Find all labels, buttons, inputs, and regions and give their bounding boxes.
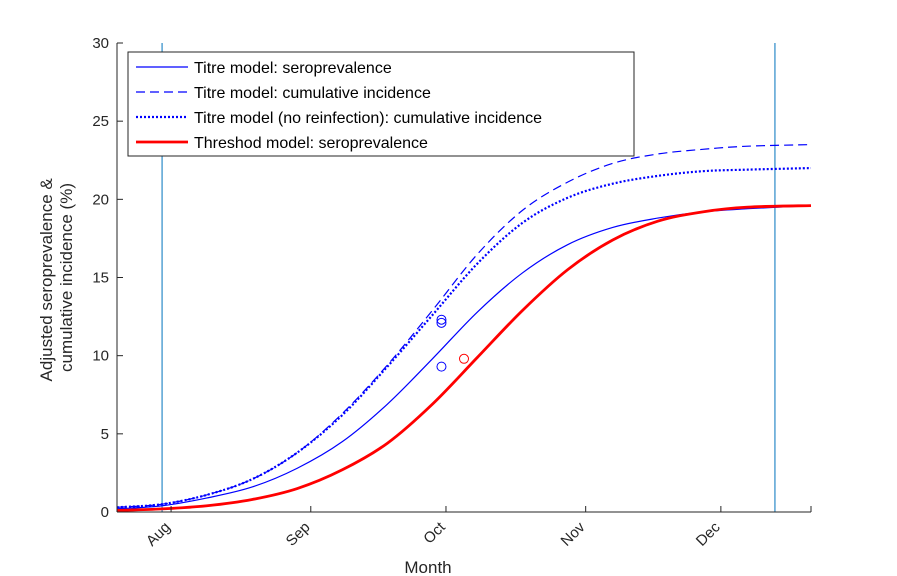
y-axis-title-line-1: Adjusted seroprevalence &: [37, 178, 56, 382]
legend-label-4: Threshod model: seroprevalence: [194, 135, 428, 152]
x-tick-label: Oct: [420, 518, 449, 547]
data-marker: [436, 361, 447, 372]
y-tick-label: 20: [92, 191, 109, 208]
x-axis-title: Month: [404, 558, 451, 576]
y-tick-label: 15: [92, 270, 109, 287]
y-axis-title-line-2: cumulative incidence (%): [57, 183, 76, 372]
plot-area: [116, 43, 812, 512]
y-tick-label: 0: [101, 504, 109, 521]
y-tick-label: 10: [92, 348, 109, 365]
y-axis-title: Adjusted seroprevalence & cumulative inc…: [37, 174, 76, 382]
x-tick-label: Dec: [693, 518, 724, 549]
data-marker: [436, 317, 447, 328]
x-tick-label: Sep: [283, 519, 314, 550]
series-line-4: [116, 204, 812, 512]
data-marker: [436, 314, 447, 325]
legend-label-3: Titre model (no reinfection): cumulative…: [194, 110, 542, 127]
legend: Titre model: seroprevalence Titre model: …: [127, 51, 635, 157]
y-tick-label: 5: [101, 426, 109, 443]
x-tick-label: Aug: [143, 519, 174, 550]
series-line-1: [116, 204, 812, 510]
legend-label-2: Titre model: cumulative incidence: [194, 85, 431, 102]
data-marker: [459, 353, 469, 364]
series-line-3: [116, 166, 812, 509]
legend-box: [127, 51, 635, 157]
y-tick-label: 25: [92, 113, 109, 130]
y-tick-label: 30: [92, 35, 109, 52]
legend-label-1: Titre model: seroprevalence: [194, 60, 392, 77]
x-tick-label: Nov: [558, 518, 589, 549]
